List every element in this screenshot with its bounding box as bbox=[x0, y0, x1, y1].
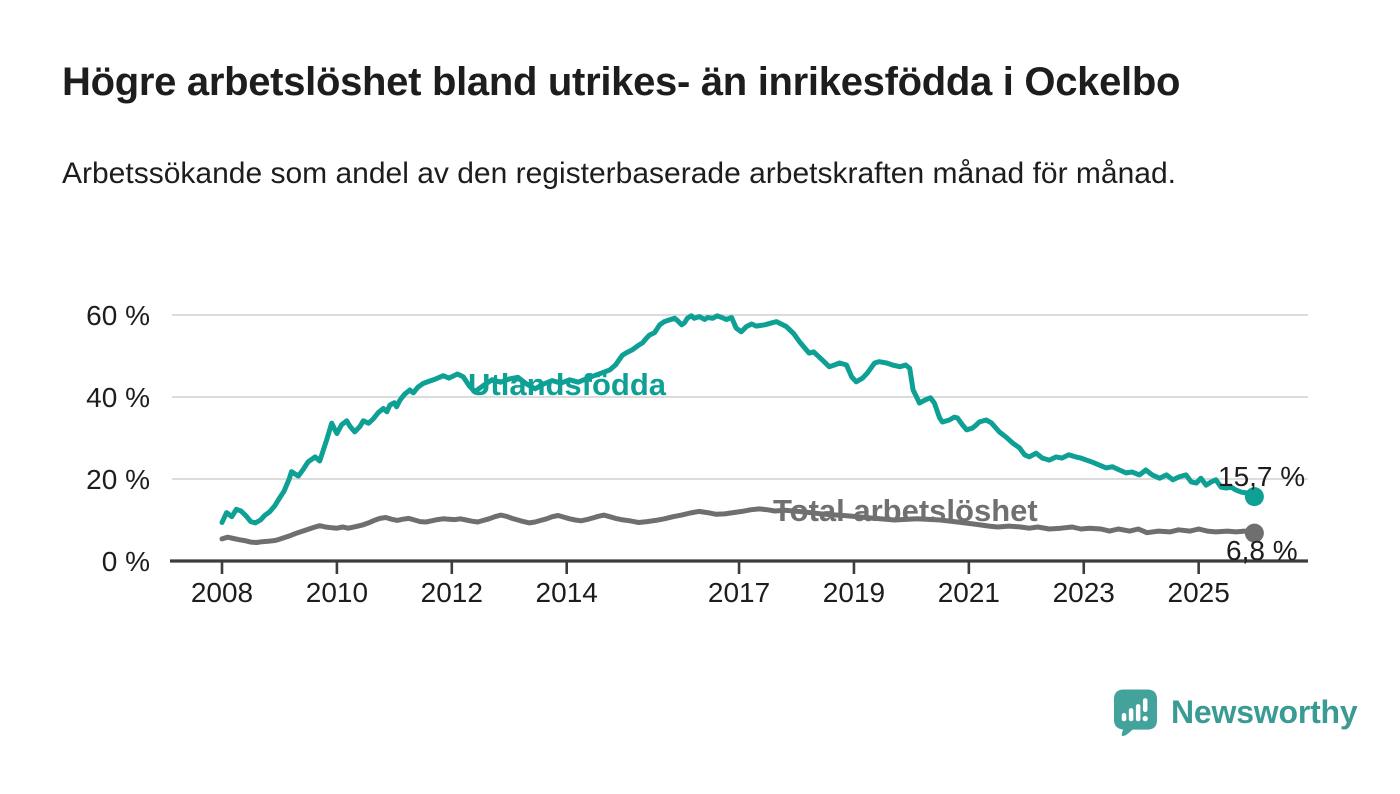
line-teal bbox=[219, 313, 1257, 526]
endpoint-dot-teal bbox=[1244, 487, 1264, 507]
x-axis-label-2025: 2025 bbox=[1168, 577, 1230, 608]
x-axis-label-2021: 2021 bbox=[938, 577, 1000, 608]
x-axis-label-2008: 2008 bbox=[191, 577, 253, 608]
series-label-total-arbetsloshet: Total arbetslöshet bbox=[773, 493, 1038, 528]
line-gray bbox=[219, 506, 1257, 545]
y-axis-label-60: 60 % bbox=[86, 300, 150, 331]
newsworthy-wordmark: Newsworthy bbox=[1171, 693, 1358, 730]
y-axis-label-40: 40 % bbox=[86, 382, 150, 413]
page-subtitle: Arbetssökande som andel av den registerb… bbox=[62, 157, 1176, 190]
x-axis-label-2019: 2019 bbox=[823, 577, 885, 608]
x-axis-label-2023: 2023 bbox=[1053, 577, 1115, 608]
x-axis-label-2010: 2010 bbox=[306, 577, 368, 608]
x-axis-label-2014: 2014 bbox=[536, 577, 598, 608]
x-axis-label-2017: 2017 bbox=[708, 577, 770, 608]
endpoint-dot-gray bbox=[1244, 523, 1264, 543]
newsworthy-logo-icon bbox=[1113, 689, 1158, 737]
page-title: Högre arbetslöshet bland utrikes- än inr… bbox=[62, 60, 1181, 104]
series-label-utlandsfodda: Utlandsfödda bbox=[468, 367, 667, 402]
logo-bar-chart-glyph bbox=[1121, 698, 1148, 722]
x-axis-label-2012: 2012 bbox=[421, 577, 483, 608]
y-axis-label-20: 20 % bbox=[86, 464, 150, 495]
end-value-label-utlandsfodda: 15,7 % bbox=[1218, 461, 1306, 492]
newsworthy-brand: Newsworthy bbox=[1112, 687, 1358, 737]
end-value-label-total: 6,8 % bbox=[1226, 535, 1298, 566]
y-axis-label-0: 0 % bbox=[102, 546, 150, 577]
